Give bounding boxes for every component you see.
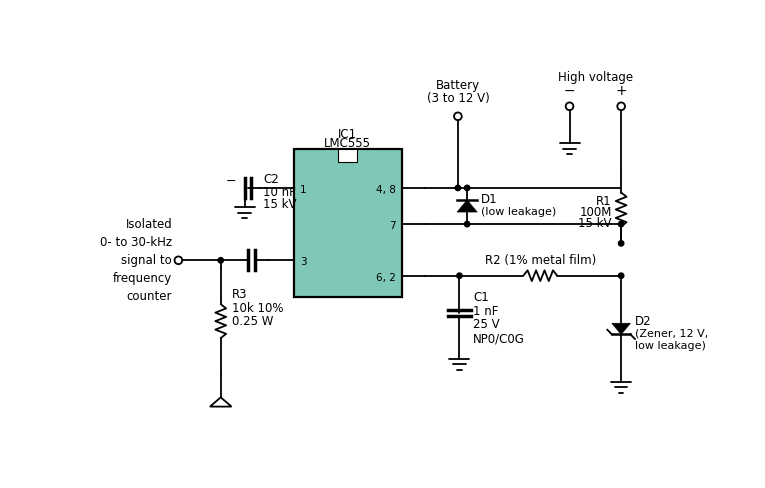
Text: R2 (1% metal film): R2 (1% metal film) <box>485 254 596 267</box>
Text: +: + <box>615 84 627 98</box>
Circle shape <box>618 273 623 278</box>
Text: −: − <box>226 175 236 188</box>
Text: R1: R1 <box>596 195 612 208</box>
Text: 3: 3 <box>300 257 307 267</box>
Text: 0.25 W: 0.25 W <box>232 315 273 327</box>
Circle shape <box>618 222 623 227</box>
Text: 4, 8: 4, 8 <box>376 185 396 195</box>
Circle shape <box>455 185 461 191</box>
Text: 6, 2: 6, 2 <box>376 273 396 283</box>
Text: C1: C1 <box>474 291 489 304</box>
Text: C2: C2 <box>263 173 278 186</box>
Text: LMC555: LMC555 <box>324 137 371 150</box>
Circle shape <box>218 258 223 263</box>
Text: −: − <box>564 84 575 98</box>
Text: 10k 10%: 10k 10% <box>232 302 283 315</box>
Circle shape <box>618 241 623 246</box>
Text: 10 nF: 10 nF <box>263 186 296 199</box>
Text: NP0/C0G: NP0/C0G <box>474 332 525 346</box>
Text: 100M: 100M <box>580 206 612 219</box>
Text: 15 kV: 15 kV <box>263 198 297 211</box>
Text: 1: 1 <box>300 185 307 195</box>
Circle shape <box>464 222 470 227</box>
Polygon shape <box>612 323 630 334</box>
Text: IC1: IC1 <box>338 127 357 141</box>
Text: D1: D1 <box>481 193 497 206</box>
Text: R3: R3 <box>232 288 247 302</box>
Circle shape <box>464 185 470 191</box>
Text: 25 V: 25 V <box>474 319 500 331</box>
Bar <box>338 149 357 162</box>
Text: (low leakage): (low leakage) <box>481 207 556 217</box>
Text: D2: D2 <box>635 315 652 327</box>
Text: 1 nF: 1 nF <box>474 305 499 318</box>
Polygon shape <box>457 200 477 212</box>
Text: High voltage: High voltage <box>558 71 633 84</box>
Text: 15 kV: 15 kV <box>578 217 612 230</box>
Text: Isolated
0- to 30-kHz
signal to
frequency
counter: Isolated 0- to 30-kHz signal to frequenc… <box>100 218 172 303</box>
Text: low leakage): low leakage) <box>635 341 706 351</box>
Circle shape <box>457 273 462 278</box>
Text: Battery: Battery <box>436 79 480 92</box>
Text: 7: 7 <box>389 221 396 231</box>
Text: (Zener, 12 V,: (Zener, 12 V, <box>635 328 708 339</box>
Text: (3 to 12 V): (3 to 12 V) <box>427 92 490 105</box>
Bar <box>294 149 402 297</box>
